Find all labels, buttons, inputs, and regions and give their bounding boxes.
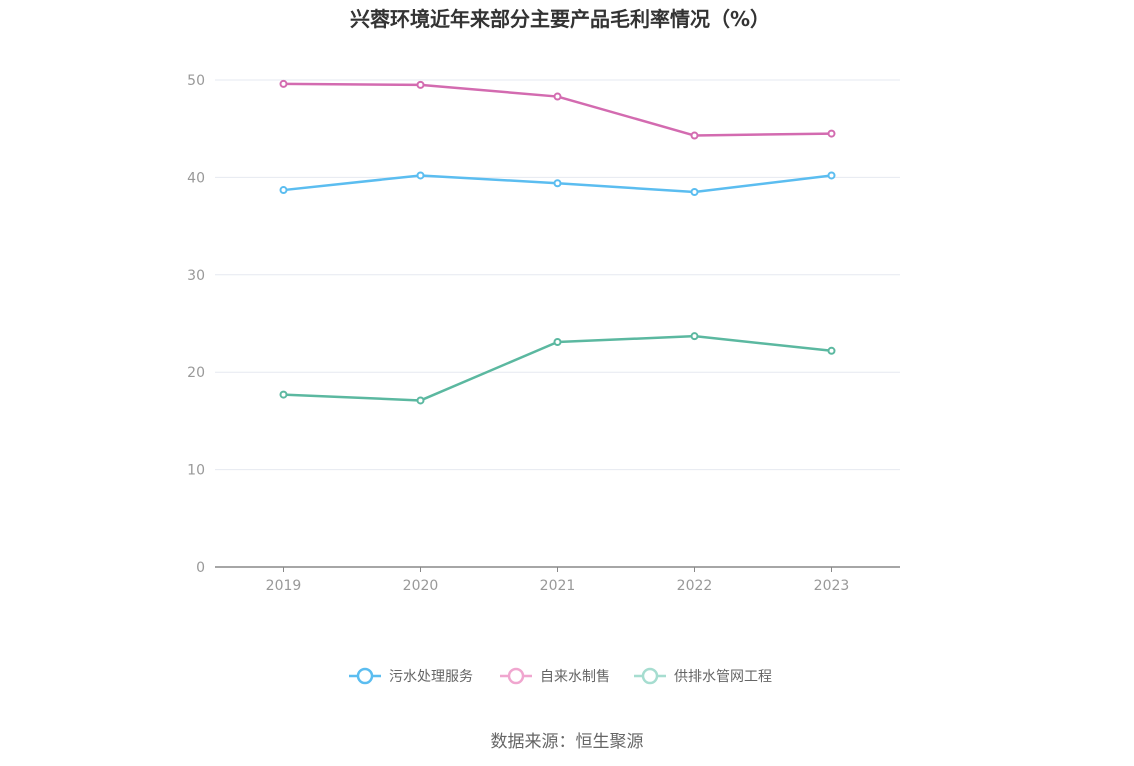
legend-circle-icon	[356, 667, 374, 685]
data-point[interactable]	[416, 396, 425, 405]
legend-label: 供排水管网工程	[674, 669, 772, 685]
legend[interactable]: 污水处理服务 自来水制售 供排水管网工程	[349, 667, 772, 685]
data-point[interactable]	[690, 131, 699, 140]
grid	[215, 79, 900, 471]
legend-label: 自来水制售	[540, 669, 610, 685]
data-point[interactable]	[279, 390, 288, 399]
data-point[interactable]	[553, 92, 562, 101]
legend-item-1[interactable]: 自来水制售	[500, 667, 610, 685]
data-point[interactable]	[553, 338, 562, 347]
data-point[interactable]	[690, 332, 699, 341]
data-point[interactable]	[827, 171, 836, 180]
series-lines	[279, 79, 836, 405]
axes: 0 10 20 30 40 50 2019 2020 2021 2022 2023	[187, 73, 900, 594]
x-tick-label: 2020	[403, 578, 439, 594]
data-point[interactable]	[279, 186, 288, 195]
y-tick-label: 10	[187, 463, 205, 479]
data-point[interactable]	[553, 179, 562, 188]
series-line-1	[283, 82, 832, 137]
y-tick-label: 30	[187, 268, 205, 284]
chart-title: 兴蓉环境近年来部分主要产品毛利率情况（%）	[350, 7, 770, 31]
y-tick-label: 20	[187, 365, 205, 381]
data-point[interactable]	[690, 188, 699, 197]
y-tick-label: 50	[187, 73, 205, 89]
x-tick-label: 2022	[677, 578, 713, 594]
x-tick-label: 2019	[266, 578, 302, 594]
data-point[interactable]	[827, 346, 836, 355]
legend-circle-icon	[641, 667, 659, 685]
y-tick-label: 40	[187, 170, 205, 186]
legend-item-2[interactable]: 供排水管网工程	[634, 667, 772, 685]
y-tick-label: 0	[196, 560, 205, 576]
source-note: 数据来源：恒生聚源	[491, 732, 644, 752]
legend-circle-icon	[507, 667, 525, 685]
data-point[interactable]	[416, 80, 425, 89]
legend-item-0[interactable]: 污水处理服务	[349, 667, 473, 685]
x-tick-label: 2023	[814, 578, 850, 594]
legend-label: 污水处理服务	[389, 669, 473, 685]
x-tick-label: 2021	[540, 578, 576, 594]
data-point[interactable]	[279, 79, 288, 88]
data-point[interactable]	[416, 171, 425, 180]
data-point[interactable]	[827, 129, 836, 138]
